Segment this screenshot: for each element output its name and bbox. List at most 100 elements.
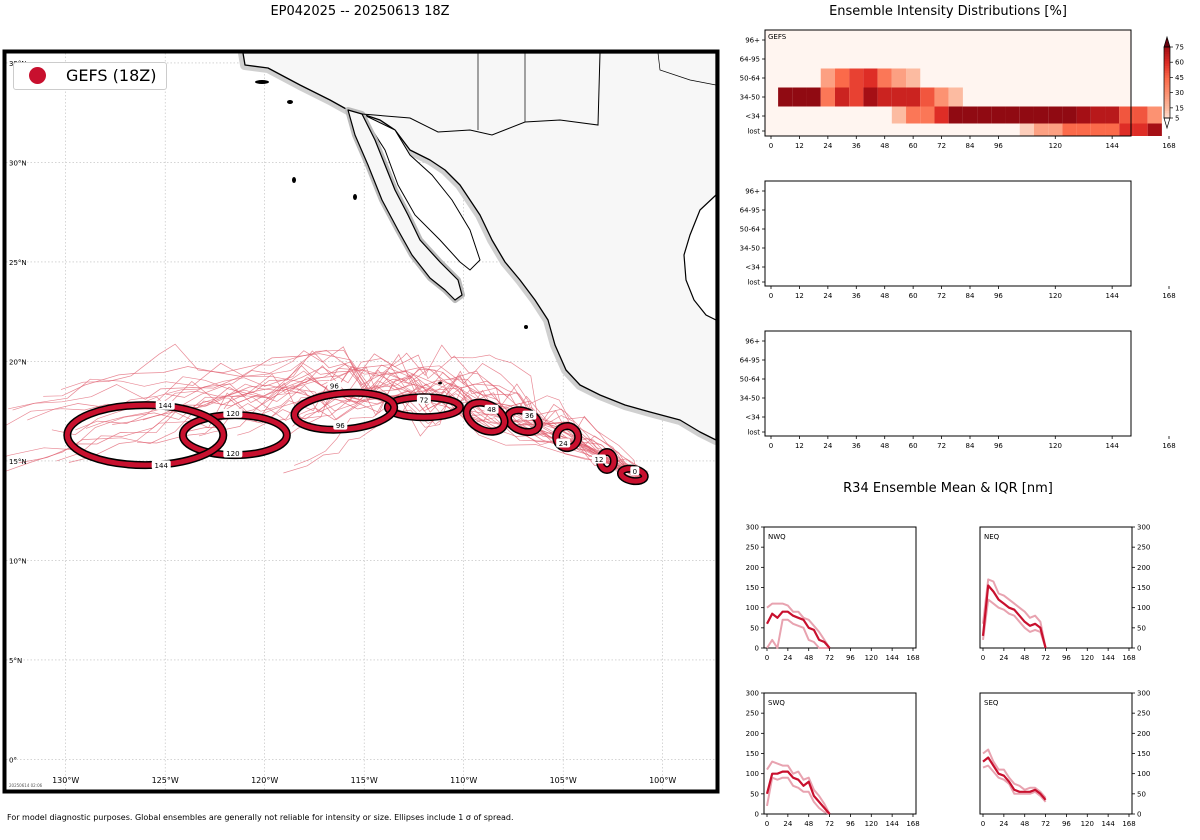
hour-tick-label: 72 — [937, 292, 946, 300]
member-track — [75, 364, 649, 478]
heat-cell — [1076, 123, 1091, 136]
heat-cell — [1119, 106, 1134, 124]
hour-tick-label: 48 — [880, 442, 889, 450]
landmass — [238, 53, 716, 445]
r34-x-tick-label: 120 — [865, 654, 878, 662]
heat-cell — [806, 87, 821, 107]
r34-iqr-upper — [982, 748, 1047, 799]
hour-tick-label: 144 — [1105, 292, 1119, 300]
colorbar-seg — [1164, 77, 1170, 81]
map-stamp: 20250614 02:06 — [9, 783, 43, 788]
row-label: 96+ — [745, 188, 760, 196]
lat-label: 10°N — [9, 557, 27, 565]
lon-label: 115°W — [351, 776, 378, 785]
row-label: 64-95 — [740, 56, 760, 64]
r34-iqr-upper — [982, 578, 1047, 649]
row-label: <34 — [745, 264, 760, 272]
r34-quadrant-label: SEQ — [984, 699, 999, 707]
colorbar-seg — [1164, 54, 1170, 57]
lat-label: 30°N — [9, 159, 27, 167]
heat-cell — [1062, 106, 1077, 124]
hour-label: 96 — [336, 422, 345, 430]
empty-intensity-panels: 96+ 64-95 50-64 34-50 <34 lost 0 12 24 36 48 60 72 84… — [740, 180, 1176, 450]
map-legend: GEFS (18Z) — [13, 62, 167, 90]
ellipse-144 — [64, 402, 226, 468]
r34-mean-line — [982, 756, 1047, 801]
hour-label: 24 — [559, 440, 568, 448]
colorbar-seg — [1164, 101, 1170, 105]
hour-label-bg — [522, 410, 537, 420]
intensity-heatmap: GEFS 96+ 64-95 50-64 34-50 <34 lost 0 12 24 36 48 60… — [740, 29, 1176, 150]
r34-iqr-lower — [766, 618, 830, 649]
hour-tick-label: 60 — [909, 292, 918, 300]
r34-y-tick-label: 0 — [755, 645, 759, 653]
colorbar-min-arrow — [1163, 117, 1171, 130]
r34-y-tick-label: 250 — [1137, 544, 1150, 552]
heat-cell — [1033, 123, 1049, 136]
r34-x-tick-label: 0 — [981, 654, 985, 662]
diagnostic-panels: GEFS 96+ 64-95 50-64 34-50 <34 lost 0 12 24 36 48 60… — [740, 29, 1184, 828]
hour-label: 120 — [226, 410, 239, 418]
r34-y-tick-label: 300 — [1137, 690, 1150, 698]
r34-x-tick-label: 24 — [783, 654, 792, 662]
colorbar-seg — [1164, 61, 1170, 65]
heat-cell — [877, 68, 892, 88]
member-track — [6, 386, 646, 476]
lat-label: 5°N — [9, 657, 22, 665]
row-label: 34-50 — [740, 94, 760, 102]
r34-frame — [763, 692, 917, 815]
r34-x-tick-label: 144 — [885, 820, 899, 828]
r34-y-tick-label: 150 — [746, 584, 759, 592]
hour-tick-label: 168 — [1162, 142, 1175, 150]
hour-tick-label: 12 — [795, 442, 804, 450]
lat-label: 25°N — [9, 259, 27, 267]
r34-x-tick-label: 0 — [765, 820, 769, 828]
heat-cell — [1133, 123, 1148, 136]
lat-label: 15°N — [9, 458, 27, 466]
heat-cell — [891, 106, 907, 124]
legend-marker-icon — [29, 67, 46, 84]
heatmap-frame — [764, 29, 1132, 137]
r34-y-tick-label: 100 — [1137, 604, 1150, 612]
r34-x-tick-label: 0 — [981, 820, 985, 828]
r34-quadrant-label: NEQ — [984, 533, 1000, 541]
hour-label-bg — [416, 394, 431, 404]
hour-label: 144 — [159, 402, 173, 410]
heatmap-panel-label: GEFS — [768, 33, 787, 41]
r34-x-tick-label: 96 — [1062, 820, 1071, 828]
heat-cell — [948, 87, 963, 107]
colorbar: 75 60 45 30 15 5 — [1163, 35, 1184, 130]
colorbar-seg — [1164, 94, 1170, 98]
hour-tick-label: 36 — [852, 142, 861, 150]
hour-tick-label: 24 — [823, 142, 832, 150]
heat-cell — [834, 68, 850, 88]
colorbar-seg — [1164, 73, 1170, 76]
r34-x-tick-label: 168 — [1122, 820, 1135, 828]
heat-cell — [920, 106, 935, 124]
r34-x-tick-label: 48 — [1020, 820, 1029, 828]
r34-x-tick-label: 72 — [1041, 820, 1050, 828]
r34-x-tick-label: 144 — [1101, 654, 1115, 662]
heat-cell — [849, 87, 864, 107]
row-label: 96+ — [745, 37, 760, 45]
r34-y-tick-label: 100 — [746, 604, 759, 612]
colorbar-seg — [1164, 99, 1170, 102]
hour-label: 48 — [487, 406, 496, 414]
r34-x-tick-label: 96 — [846, 820, 855, 828]
empty-panel-frame — [764, 180, 1132, 287]
hour-label-bg — [223, 448, 243, 458]
lon-label: 125°W — [152, 776, 179, 785]
heat-cell — [1076, 106, 1091, 124]
heat-cell — [1048, 106, 1063, 124]
lon-label: 110°W — [450, 776, 477, 785]
hour-tick-label: 72 — [937, 142, 946, 150]
heat-cell — [934, 87, 949, 107]
r34-y-tick-label: 300 — [746, 690, 759, 698]
r34-y-tick-label: 50 — [1137, 624, 1146, 632]
hour-tick-label: 96 — [994, 442, 1003, 450]
r34-iqr-lower — [766, 776, 830, 815]
r34-x-tick-label: 48 — [804, 820, 813, 828]
row-label: 64-95 — [740, 357, 760, 365]
heat-cell — [934, 106, 949, 124]
hour-tick-label: 84 — [966, 292, 975, 300]
